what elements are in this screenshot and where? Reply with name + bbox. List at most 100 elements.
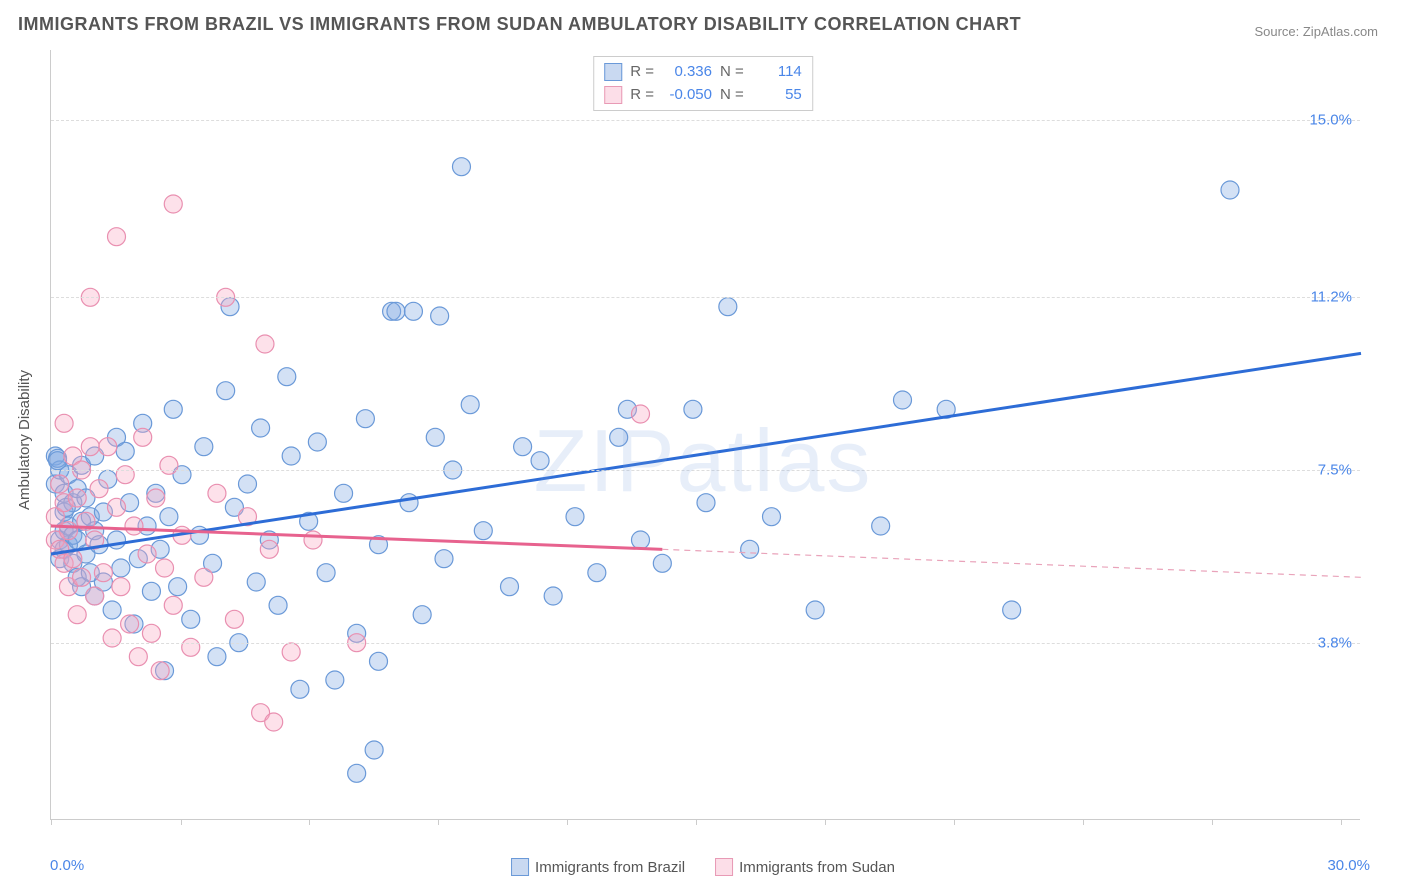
data-point bbox=[103, 601, 121, 619]
data-point bbox=[121, 615, 139, 633]
data-point bbox=[1221, 181, 1239, 199]
data-point bbox=[278, 368, 296, 386]
regression-line-sudan-extrapolated bbox=[662, 549, 1361, 577]
data-point bbox=[256, 335, 274, 353]
data-point bbox=[151, 662, 169, 680]
y-tick-label: 15.0% bbox=[1309, 112, 1352, 129]
data-point bbox=[51, 475, 69, 493]
data-point bbox=[461, 396, 479, 414]
data-point bbox=[239, 475, 257, 493]
data-point bbox=[326, 671, 344, 689]
data-point bbox=[125, 517, 143, 535]
data-point bbox=[112, 578, 130, 596]
x-tick-mark bbox=[438, 819, 439, 825]
chart-title: IMMIGRANTS FROM BRAZIL VS IMMIGRANTS FRO… bbox=[18, 14, 1021, 35]
data-point bbox=[99, 438, 117, 456]
r-label: R = bbox=[630, 84, 654, 107]
data-point bbox=[684, 400, 702, 418]
data-point bbox=[348, 764, 366, 782]
data-point bbox=[304, 531, 322, 549]
data-point bbox=[68, 606, 86, 624]
legend-item-brazil: Immigrants from Brazil bbox=[511, 858, 685, 876]
data-point bbox=[632, 531, 650, 549]
data-point bbox=[697, 494, 715, 512]
data-point bbox=[225, 610, 243, 628]
legend-row-sudan: R = -0.050 N = 55 bbox=[604, 84, 802, 107]
r-value: 0.336 bbox=[662, 61, 712, 84]
data-point bbox=[653, 554, 671, 572]
data-point bbox=[182, 610, 200, 628]
data-point bbox=[55, 414, 73, 432]
data-point bbox=[164, 195, 182, 213]
data-point bbox=[90, 480, 108, 498]
data-point bbox=[431, 307, 449, 325]
data-point bbox=[94, 564, 112, 582]
data-point bbox=[894, 391, 912, 409]
x-tick-mark bbox=[181, 819, 182, 825]
x-tick-mark bbox=[51, 819, 52, 825]
data-point bbox=[370, 652, 388, 670]
data-point bbox=[531, 452, 549, 470]
data-point bbox=[138, 545, 156, 563]
legend-label: Immigrants from Sudan bbox=[739, 859, 895, 876]
data-point bbox=[282, 447, 300, 465]
data-point bbox=[108, 228, 126, 246]
n-label: N = bbox=[720, 84, 744, 107]
data-point bbox=[269, 596, 287, 614]
data-point bbox=[134, 428, 152, 446]
data-point bbox=[116, 466, 134, 484]
data-point bbox=[164, 596, 182, 614]
data-point bbox=[265, 713, 283, 731]
data-point bbox=[195, 568, 213, 586]
x-tick-mark bbox=[1083, 819, 1084, 825]
data-point bbox=[610, 428, 628, 446]
x-tick-mark bbox=[696, 819, 697, 825]
data-point bbox=[160, 456, 178, 474]
data-point bbox=[147, 489, 165, 507]
data-point bbox=[413, 606, 431, 624]
data-point bbox=[217, 382, 235, 400]
data-point bbox=[247, 573, 265, 591]
data-point bbox=[86, 587, 104, 605]
y-tick-label: 7.5% bbox=[1318, 462, 1352, 479]
data-point bbox=[514, 438, 532, 456]
r-label: R = bbox=[630, 61, 654, 84]
swatch-pink-icon bbox=[715, 858, 733, 876]
data-point bbox=[291, 680, 309, 698]
data-point bbox=[282, 643, 300, 661]
swatch-blue-icon bbox=[604, 63, 622, 81]
data-point bbox=[59, 522, 77, 540]
regression-line-brazil bbox=[51, 353, 1361, 554]
x-tick-mark bbox=[567, 819, 568, 825]
data-point bbox=[252, 419, 270, 437]
y-axis-label: Ambulatory Disability bbox=[16, 370, 33, 510]
data-point bbox=[164, 400, 182, 418]
data-point bbox=[73, 568, 91, 586]
data-point bbox=[566, 508, 584, 526]
n-value: 114 bbox=[752, 61, 802, 84]
data-point bbox=[426, 428, 444, 446]
n-value: 55 bbox=[752, 84, 802, 107]
data-point bbox=[68, 489, 86, 507]
legend-label: Immigrants from Brazil bbox=[535, 859, 685, 876]
data-point bbox=[160, 508, 178, 526]
data-point bbox=[195, 438, 213, 456]
data-point bbox=[741, 540, 759, 558]
series-legend: Immigrants from Brazil Immigrants from S… bbox=[511, 858, 895, 876]
plot-svg bbox=[51, 50, 1360, 819]
data-point bbox=[365, 741, 383, 759]
data-point bbox=[632, 405, 650, 423]
data-point bbox=[208, 648, 226, 666]
data-point bbox=[872, 517, 890, 535]
y-tick-label: 11.2% bbox=[1311, 289, 1352, 306]
x-tick-mark bbox=[825, 819, 826, 825]
data-point bbox=[208, 484, 226, 502]
data-point bbox=[387, 302, 405, 320]
data-point bbox=[435, 550, 453, 568]
correlation-legend: R = 0.336 N = 114 R = -0.050 N = 55 bbox=[593, 56, 813, 111]
x-tick-mark bbox=[309, 819, 310, 825]
data-point bbox=[404, 302, 422, 320]
data-point bbox=[335, 484, 353, 502]
x-axis-max-label: 30.0% bbox=[1327, 857, 1370, 874]
data-point bbox=[142, 624, 160, 642]
